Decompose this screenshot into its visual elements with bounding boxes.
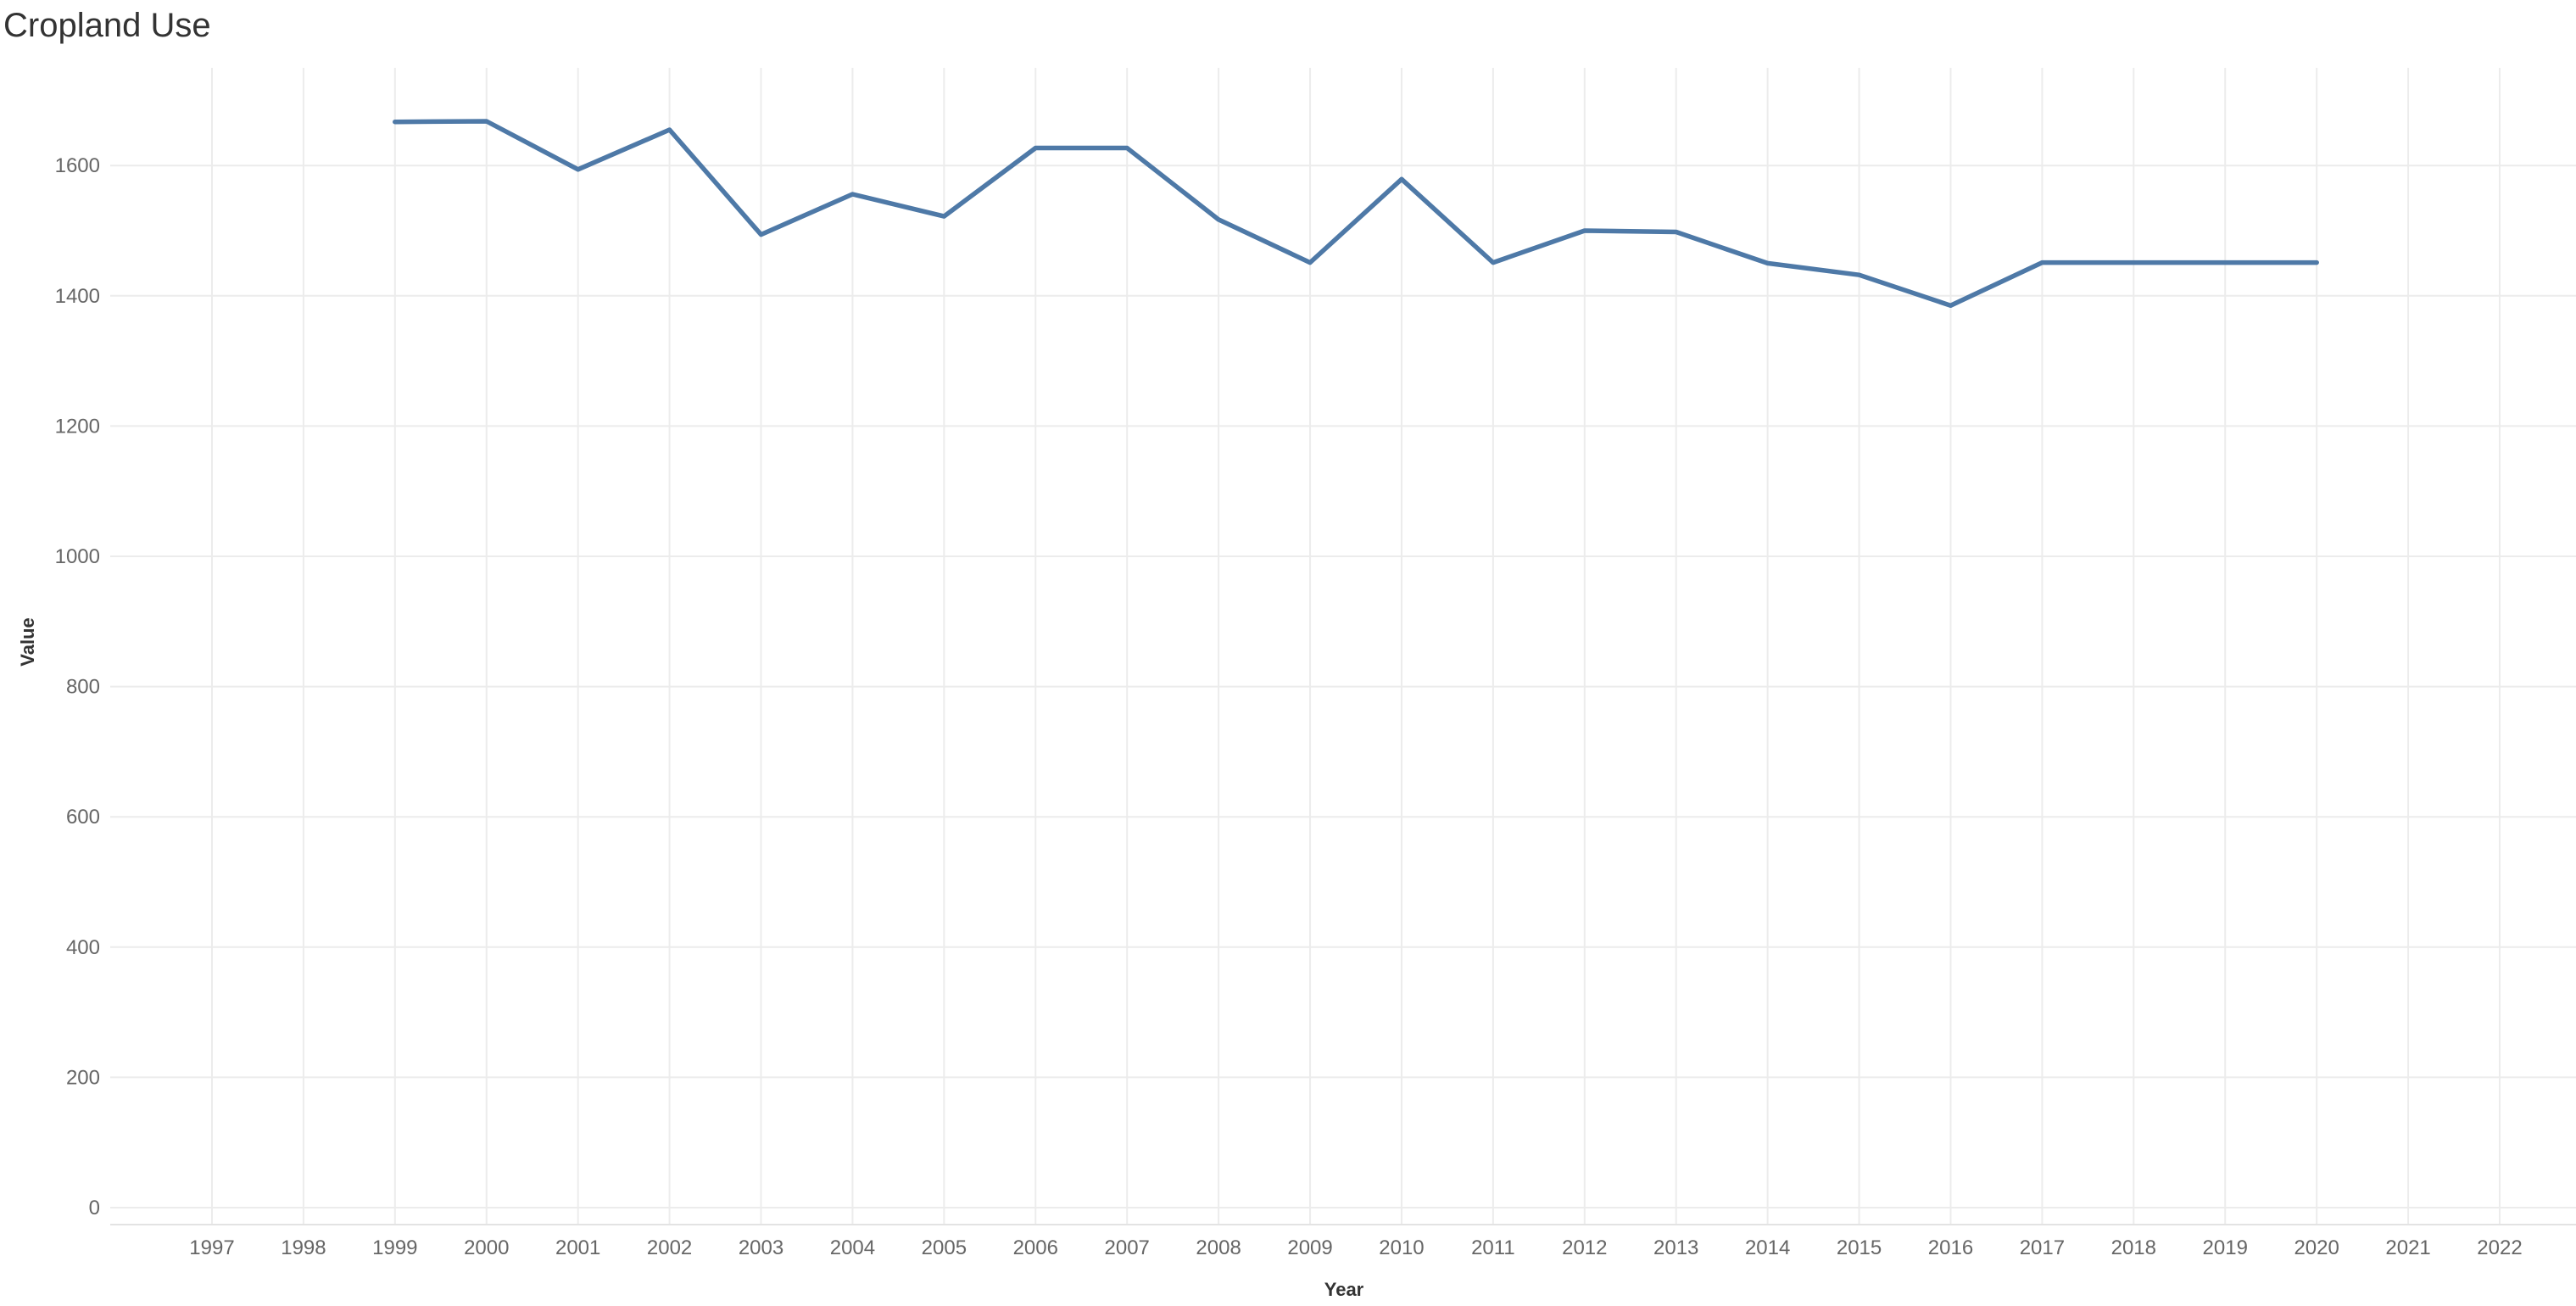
y-tick-label: 1000	[55, 545, 100, 568]
y-tick-label: 200	[66, 1066, 100, 1089]
x-tick-label: 1997	[189, 1236, 234, 1259]
x-tick-label: 2003	[739, 1236, 783, 1259]
x-tick-label: 2011	[1471, 1236, 1515, 1259]
data-point[interactable]	[759, 232, 764, 237]
x-tick-label: 2018	[2111, 1236, 2156, 1259]
data-point[interactable]	[850, 192, 855, 197]
grid-lines	[110, 68, 2576, 1225]
x-tick-label: 2021	[2385, 1236, 2430, 1259]
data-point[interactable]	[576, 167, 581, 172]
data-point[interactable]	[1491, 260, 1496, 265]
x-tick-label: 2022	[2477, 1236, 2522, 1259]
y-tick-label: 800	[66, 676, 100, 699]
data-point[interactable]	[1674, 230, 1679, 235]
x-tick-label: 2019	[2203, 1236, 2248, 1259]
x-tick-label: 2010	[1379, 1236, 1424, 1259]
y-tick-label: 1400	[55, 285, 100, 308]
x-tick-label: 2000	[464, 1236, 509, 1259]
data-point[interactable]	[1765, 260, 1770, 265]
x-tick-label: 2012	[1562, 1236, 1607, 1259]
x-tick-label: 2020	[2294, 1236, 2339, 1259]
data-point[interactable]	[2131, 260, 2136, 265]
x-tick-label: 2004	[830, 1236, 875, 1259]
x-tick-label: 2008	[1196, 1236, 1241, 1259]
x-tick-label: 2016	[1928, 1236, 1973, 1259]
data-point[interactable]	[1948, 303, 1953, 308]
data-point[interactable]	[1399, 176, 1404, 181]
x-tick-label: 2001	[555, 1236, 600, 1259]
data-point[interactable]	[667, 127, 672, 132]
data-point[interactable]	[1582, 228, 1587, 233]
data-point[interactable]	[2314, 260, 2319, 265]
data-point[interactable]	[1216, 217, 1221, 222]
series-line	[393, 119, 2319, 309]
data-point[interactable]	[1308, 260, 1313, 265]
x-tick-label: 2002	[647, 1236, 692, 1259]
y-tick-label: 1600	[55, 154, 100, 177]
y-tick-label: 600	[66, 806, 100, 829]
x-tick-label: 2017	[2020, 1236, 2065, 1259]
y-tick-label: 0	[89, 1197, 100, 1219]
data-point[interactable]	[1124, 145, 1129, 150]
y-axis-label: Value	[17, 617, 38, 666]
x-tick-label: 1999	[372, 1236, 417, 1259]
x-axis-ticks: 1997 1998 1999 2000 2001 2002 2003 2004 2005 2006…	[189, 1236, 2522, 1259]
data-point[interactable]	[1033, 145, 1038, 150]
y-tick-label: 1200	[55, 415, 100, 438]
x-tick-label: 2015	[1837, 1236, 1882, 1259]
data-point[interactable]	[1857, 272, 1862, 277]
x-tick-label: 2006	[1013, 1236, 1058, 1259]
x-tick-label: 2009	[1287, 1236, 1332, 1259]
y-axis-ticks: 0 200 400 600 800 1000 1200 1400 1600	[55, 154, 100, 1219]
data-point[interactable]	[2222, 260, 2228, 265]
series-layer	[393, 119, 2319, 309]
x-tick-label: 2014	[1745, 1236, 1790, 1259]
x-tick-label: 2013	[1653, 1236, 1698, 1259]
y-tick-label: 400	[66, 936, 100, 959]
x-tick-label: 2005	[922, 1236, 967, 1259]
x-tick-label: 1998	[281, 1236, 326, 1259]
data-point[interactable]	[2039, 260, 2044, 265]
data-point[interactable]	[941, 214, 946, 219]
data-point[interactable]	[393, 120, 398, 125]
x-axis-label: Year	[1324, 1279, 1364, 1300]
x-tick-label: 2007	[1105, 1236, 1150, 1259]
chart-title: Cropland Use	[3, 7, 211, 44]
data-point[interactable]	[484, 119, 489, 124]
